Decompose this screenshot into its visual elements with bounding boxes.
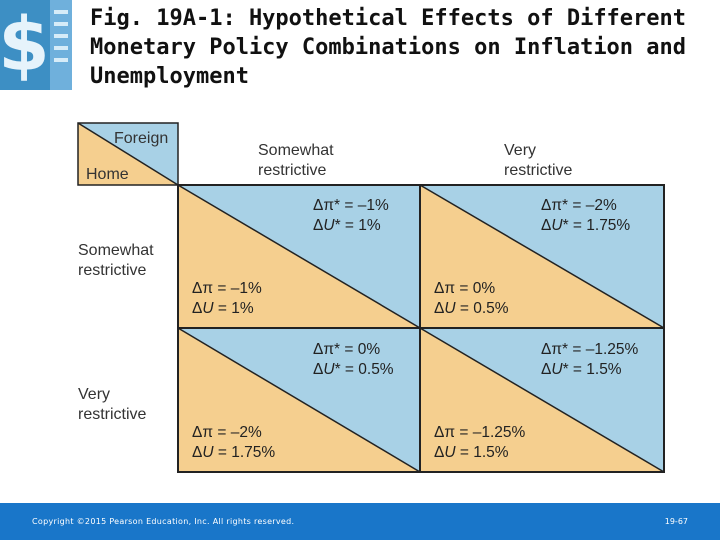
cell-r1c1-home-values: Δπ = –1% ΔU = 1%: [192, 280, 262, 317]
pearson-dollar-logo: $: [0, 0, 72, 90]
corner-home-label: Home: [86, 166, 129, 183]
row-header-very-restrictive: Very restrictive: [78, 386, 147, 423]
cell-r2c1-foreign-values: Δπ* = 0% ΔU* = 0.5%: [313, 341, 394, 378]
page-number: 19-67: [664, 517, 688, 526]
cell-r2c2-home-values: Δπ = –1.25% ΔU = 1.5%: [434, 424, 526, 461]
column-header-very-restrictive: Very restrictive: [504, 142, 573, 179]
cell-r1c2-home-values: Δπ = 0% ΔU = 0.5%: [434, 280, 509, 317]
row-header-somewhat-restrictive: Somewhat restrictive: [78, 242, 154, 279]
policy-matrix: [77, 122, 665, 473]
slide-title: Fig. 19A-1: Hypothetical Effects of Diff…: [90, 6, 687, 89]
cell-r1c1-foreign-values: Δπ* = –1% ΔU* = 1%: [313, 197, 389, 234]
copyright-text: Copyright ©2015 Pearson Education, Inc. …: [32, 517, 295, 526]
footer-bar: Copyright ©2015 Pearson Education, Inc. …: [0, 503, 720, 540]
corner-foreign-label: Foreign: [114, 130, 169, 147]
svg-text:$: $: [0, 2, 50, 88]
column-header-somewhat-restrictive: Somewhat restrictive: [258, 142, 334, 179]
cell-r2c2-foreign-values: Δπ* = –1.25% ΔU* = 1.5%: [541, 341, 639, 378]
cell-r1c2-foreign-values: Δπ* = –2% ΔU* = 1.75%: [541, 197, 631, 234]
cell-r2c1-home-values: Δπ = –2% ΔU = 1.75%: [192, 424, 276, 461]
